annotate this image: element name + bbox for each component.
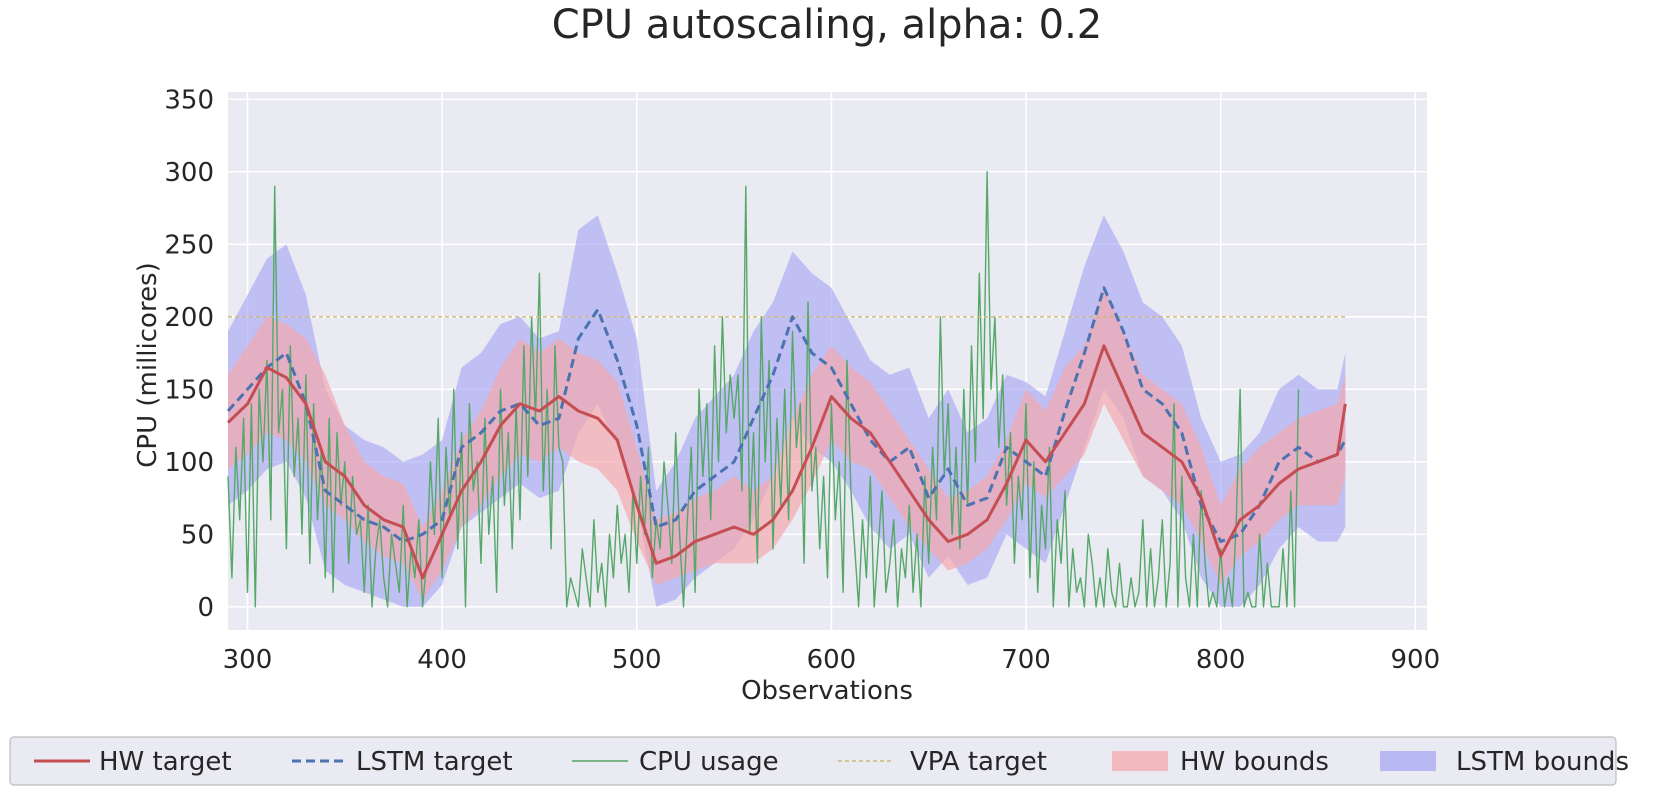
legend-label: LSTM bounds bbox=[1456, 747, 1629, 777]
y-tick-label: 350 bbox=[164, 85, 214, 115]
y-tick-label: 250 bbox=[164, 230, 214, 260]
legend-label: CPU usage bbox=[639, 747, 779, 777]
legend-label: LSTM target bbox=[356, 747, 513, 777]
legend-label: VPA target bbox=[910, 747, 1047, 777]
legend-entry: CPU usage bbox=[572, 747, 779, 777]
x-tick-label: 800 bbox=[1196, 645, 1246, 675]
legend-entry: HW target bbox=[34, 747, 232, 777]
lstm-bounds-band bbox=[228, 215, 1346, 607]
y-tick-label: 200 bbox=[164, 303, 214, 333]
hw-target-line bbox=[226, 344, 1347, 580]
x-tick-label: 600 bbox=[807, 645, 857, 675]
legend: HW target LSTM target CPU usage VPA target H… bbox=[9, 736, 1629, 786]
x-tick-label: 300 bbox=[223, 645, 273, 675]
legend-box bbox=[9, 736, 1617, 786]
legend-entry: VPA target bbox=[838, 747, 1047, 777]
y-tick-label: 0 bbox=[197, 593, 214, 623]
y-tick-label: 300 bbox=[164, 158, 214, 188]
y-tick-label: 100 bbox=[164, 448, 214, 478]
legend-label: HW target bbox=[99, 747, 232, 777]
x-axis-label: Observations bbox=[741, 676, 913, 706]
legend-entry: HW bounds bbox=[1112, 747, 1329, 777]
legend-swatch bbox=[1112, 751, 1168, 771]
legend-entry: LSTM bounds bbox=[1380, 747, 1629, 777]
legend-entry: LSTM target bbox=[292, 747, 513, 777]
y-axis-label: CPU (millicores) bbox=[133, 262, 163, 468]
x-tick-label: 500 bbox=[612, 645, 662, 675]
lstm-target-line bbox=[226, 286, 1347, 543]
y-tick-label: 50 bbox=[181, 520, 214, 550]
x-tick-label: 900 bbox=[1391, 645, 1441, 675]
legend-swatch bbox=[1380, 751, 1436, 771]
tick-labels: 300 400 500 600 700 800 900 0 50 100 150 200 250 300 3… bbox=[164, 85, 1440, 675]
x-tick-label: 400 bbox=[417, 645, 467, 675]
legend-label: HW bounds bbox=[1180, 747, 1329, 777]
cpu-usage-line bbox=[227, 171, 1300, 608]
series-lines bbox=[226, 171, 1347, 608]
y-tick-label: 150 bbox=[164, 375, 214, 405]
x-tick-label: 700 bbox=[1001, 645, 1051, 675]
chart-title: CPU autoscaling, alpha: 0.2 bbox=[552, 2, 1103, 48]
